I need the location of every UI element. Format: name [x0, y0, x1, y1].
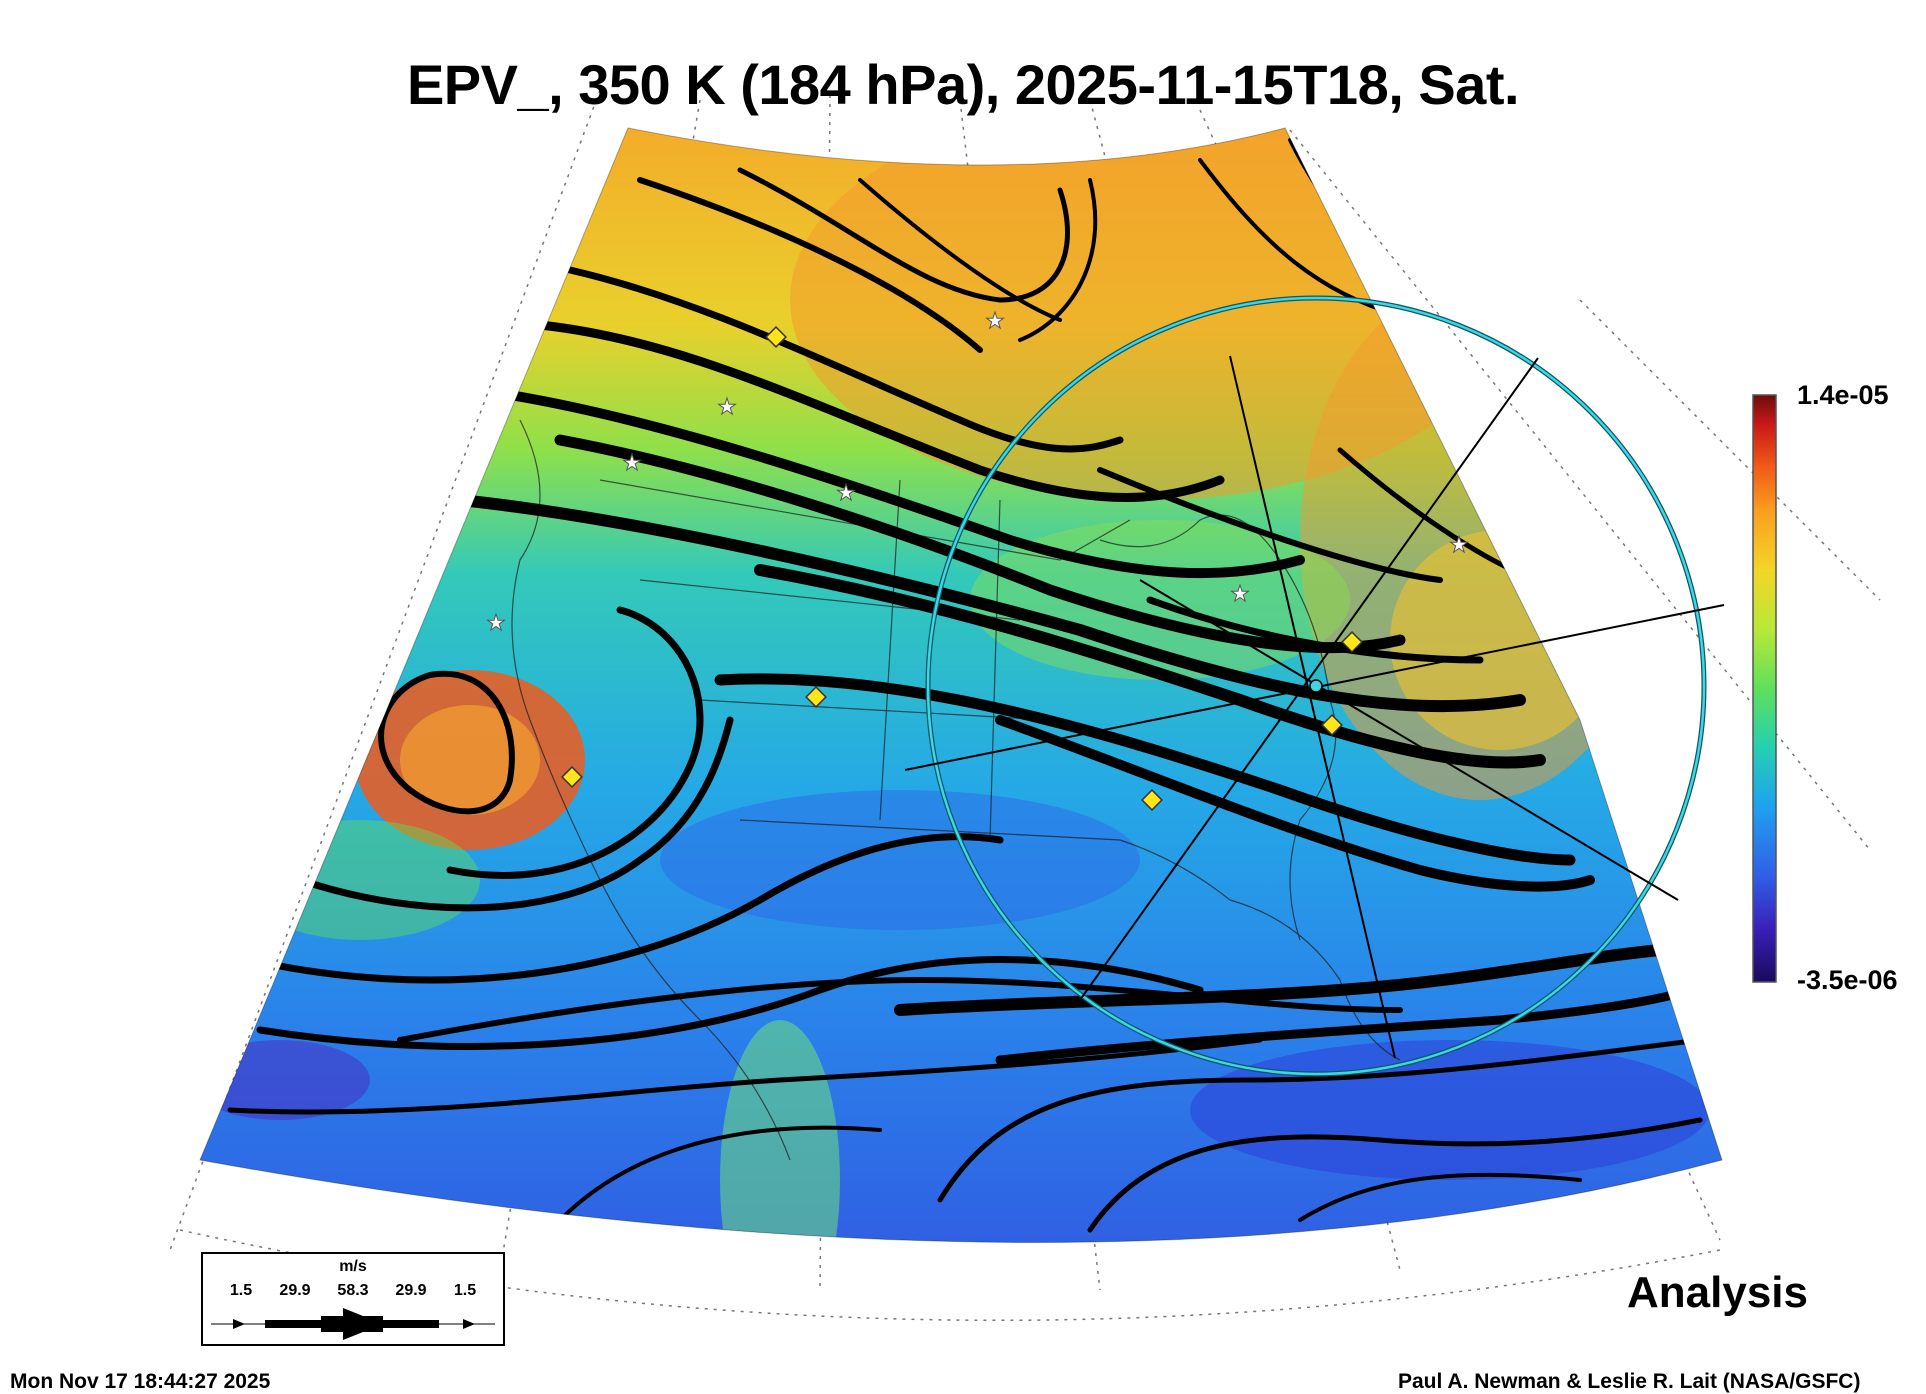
station-markers: ★ ★ ★ ★ ★ ★ ★ [486, 309, 1469, 811]
legend-value: 1.5 [453, 1282, 477, 1299]
legend-arrows [211, 1308, 495, 1340]
timestamp: Mon Nov 17 18:44:27 2025 [10, 1370, 271, 1393]
svg-text:★: ★ [1449, 533, 1469, 558]
svg-text:★: ★ [486, 611, 506, 636]
epv-field: ★ ★ ★ ★ ★ ★ ★ [200, 128, 1722, 1243]
focus-circle [904, 295, 1725, 1077]
colorbar-max-label: 1.4e-05 [1797, 380, 1889, 410]
map-title: EPV_, 350 K (184 hPa), 2025-11-15T18, Sa… [406, 53, 1520, 116]
legend-value: 1.5 [229, 1282, 253, 1299]
analysis-label: Analysis [1627, 1268, 1808, 1317]
legend-unit: m/s [339, 1258, 367, 1275]
svg-text:★: ★ [985, 309, 1005, 334]
colorbar [1752, 394, 1777, 983]
legend-value: 29.9 [279, 1282, 311, 1299]
svg-text:★: ★ [717, 395, 737, 420]
credit-line: Paul A. Newman & Leslie R. Lait (NASA/GS… [1398, 1370, 1861, 1393]
wind-speed-legend: m/s 1.5 29.9 58.3 29.9 1.5 [201, 1252, 505, 1346]
colorbar-min-label: -3.5e-06 [1797, 965, 1898, 995]
legend-value: 58.3 [337, 1282, 369, 1299]
svg-text:★: ★ [622, 451, 642, 476]
svg-text:★: ★ [836, 481, 856, 506]
svg-text:★: ★ [1230, 582, 1250, 607]
legend-value: 29.9 [395, 1282, 427, 1299]
